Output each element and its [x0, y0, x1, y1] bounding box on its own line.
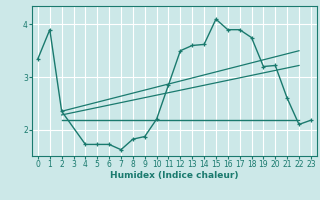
X-axis label: Humidex (Indice chaleur): Humidex (Indice chaleur) — [110, 171, 239, 180]
